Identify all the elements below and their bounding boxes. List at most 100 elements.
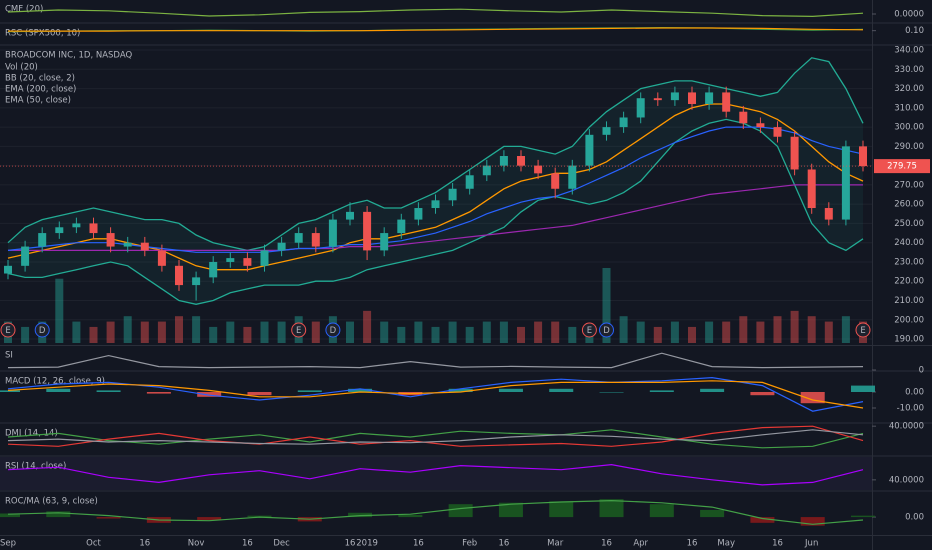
histogram-bar: [448, 504, 473, 518]
volume-bar: [397, 326, 406, 343]
x-tick-label: Dec: [273, 539, 290, 549]
histogram-bar: [549, 388, 574, 392]
volume-bar: [790, 310, 799, 343]
x-tick-label: 16: [772, 539, 783, 549]
legend-entry: Vol (20): [5, 63, 38, 73]
histogram-bar: [197, 517, 222, 520]
volume-bar: [653, 326, 662, 343]
indicator-line: [7, 429, 864, 449]
candle-body: [465, 175, 474, 189]
candle-body: [363, 211, 372, 251]
panel-title: RSI (14, close): [5, 462, 66, 472]
candle-body: [277, 242, 286, 251]
y-tick-label: 40.0000: [889, 422, 924, 432]
event-label: E: [860, 326, 865, 336]
y-tick-label: 340.00: [894, 46, 924, 56]
y-tick-label: 290.00: [894, 142, 924, 152]
volume-bar: [670, 321, 679, 343]
indicator-line: [7, 352, 864, 369]
candle-body: [346, 211, 354, 220]
candle-body: [4, 265, 12, 274]
indicator-line: [7, 8, 864, 18]
legend-entry: BB (20, close, 2): [5, 74, 75, 84]
last-price-label: 279.75: [887, 162, 917, 172]
candle-body: [568, 165, 577, 189]
candle-body: [140, 242, 149, 251]
histogram-bar: [800, 392, 825, 404]
volume-bar: [517, 326, 525, 343]
histogram-bar: [448, 388, 473, 392]
volume-bar: [705, 321, 714, 343]
legend-entry: EMA (200, close): [5, 85, 76, 95]
candle-body: [517, 156, 525, 166]
candle-body: [175, 265, 183, 286]
candle-body: [688, 92, 696, 104]
event-label: E: [587, 326, 592, 336]
histogram-bar: [146, 392, 171, 394]
volume-bar: [414, 321, 423, 343]
indicator-line: [8, 27, 864, 32]
candle-body: [243, 258, 252, 266]
event-marker: [0, 322, 16, 338]
candle-body: [670, 92, 679, 101]
histogram-bar: [498, 388, 523, 392]
volume-bar: [465, 326, 474, 343]
panel-title: RSC (SPX500, 10): [5, 29, 80, 39]
candle-body: [89, 223, 98, 234]
x-tick-label: Feb: [462, 539, 477, 549]
candle-body: [653, 98, 662, 101]
volume-bar: [346, 321, 354, 343]
x-tick-label: 16: [601, 539, 612, 549]
volume-bar: [21, 326, 30, 343]
histogram-bar: [498, 502, 523, 518]
histogram-bar: [851, 385, 875, 392]
volume-bar: [89, 326, 98, 343]
volume-bar: [636, 321, 645, 343]
candle-body: [72, 223, 81, 228]
volume-bar: [482, 321, 491, 343]
volume-bar: [226, 321, 235, 343]
candle-body: [380, 233, 389, 251]
y-tick-label: -10.00: [897, 404, 924, 414]
legend-entry: EMA (50, close): [5, 96, 71, 106]
histogram-bar: [46, 388, 71, 392]
volume-bar: [602, 268, 611, 343]
volume-bar: [243, 326, 252, 343]
candle-body: [705, 92, 714, 104]
candle-body: [448, 188, 457, 201]
band-basis: [7, 103, 864, 271]
x-tick-label: 16: [413, 539, 424, 549]
histogram-bar: [750, 517, 775, 523]
candle-body: [328, 219, 337, 247]
histogram-bar: [197, 392, 222, 397]
volume-bar: [568, 326, 577, 343]
x-tick-label: 16: [687, 539, 698, 549]
histogram-bar: [599, 499, 624, 518]
volume-bar: [260, 321, 269, 343]
candle-body: [260, 250, 269, 266]
volume-bar: [431, 326, 440, 343]
x-tick-label: 16: [242, 539, 253, 549]
histogram-bar: [800, 517, 825, 526]
volume-bar: [534, 321, 543, 343]
histogram-bar: [700, 509, 725, 518]
histogram-bar: [247, 515, 272, 518]
volume-bar: [123, 316, 132, 343]
histogram-bar: [750, 392, 775, 396]
event-label: D: [330, 326, 337, 336]
histogram-bar: [348, 512, 373, 518]
volume-bar: [739, 316, 748, 343]
ema-line: [7, 126, 864, 253]
volume-bar: [824, 321, 833, 343]
event-marker: [325, 322, 341, 338]
candle-body: [824, 208, 833, 220]
candle-body: [157, 250, 166, 266]
y-tick-label: 300.00: [894, 123, 924, 133]
candle-body: [807, 169, 816, 209]
y-tick-label: 190.00: [894, 335, 924, 345]
volume-bar: [140, 321, 149, 343]
y-tick-label: 230.00: [894, 257, 924, 267]
event-marker: [581, 322, 597, 338]
candle-body: [38, 233, 47, 247]
